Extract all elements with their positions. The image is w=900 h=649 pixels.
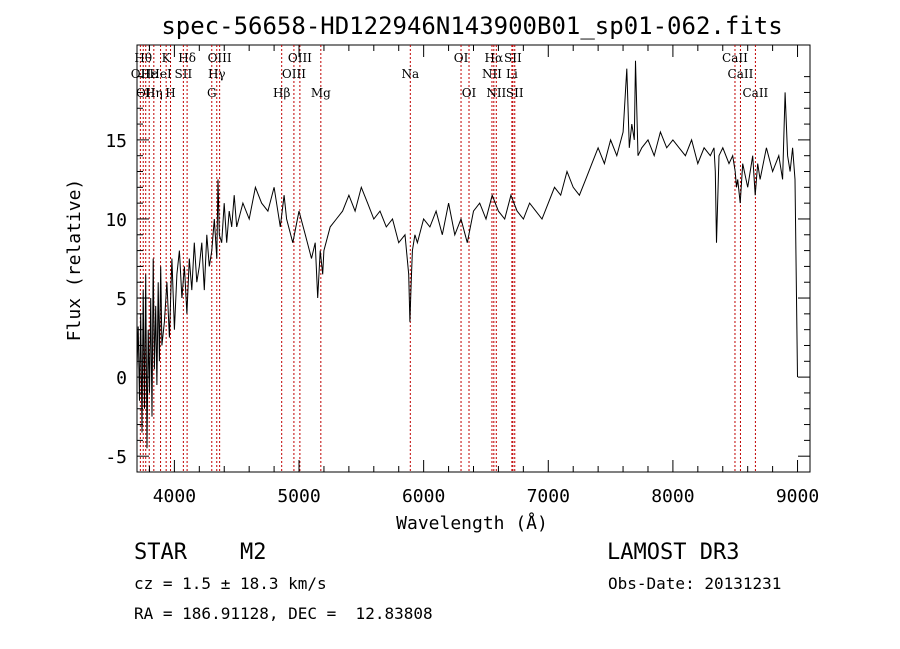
line-label-23: Li [506, 67, 518, 81]
line-label-1: Hθ [134, 51, 152, 65]
x-tick-label-4: 8000 [651, 486, 694, 507]
redshift-label: cz = 1.5 ± 18.3 km/s [134, 574, 327, 593]
plot-frame [136, 44, 811, 473]
x-tick-label-5: 9000 [776, 486, 819, 507]
spectrum-line [136, 60, 798, 449]
line-label-28: CaII [742, 86, 768, 100]
x-axis-label: Wavelength (Å) [396, 512, 548, 534]
line-label-17: Na [401, 67, 419, 81]
line-label-7: H [165, 86, 175, 100]
x-tick-label-2: 6000 [402, 486, 445, 507]
line-label-3: Hε [141, 67, 158, 81]
line-label-0: OII [131, 67, 151, 81]
y-axis-label: Flux (relative) [64, 179, 85, 342]
line-label-13: Hβ [273, 86, 290, 100]
y-tick-label-0: -5 [105, 447, 127, 468]
x-tick-label-1: 5000 [277, 486, 320, 507]
line-label-9: Hδ [178, 51, 196, 65]
line-label-4: Hη [145, 86, 163, 100]
line-label-26: CaII [722, 51, 748, 65]
line-label-2: OII [136, 86, 156, 100]
subclass-label: M2 [239, 540, 267, 565]
line-label-14: OIII [282, 67, 306, 81]
line-label-22: NII [486, 86, 506, 100]
line-label-21: Hα [485, 51, 504, 65]
line-label-19: OI [462, 86, 477, 100]
line-label-18: OI [454, 51, 469, 65]
line-label-24: SII [504, 51, 522, 65]
obs-date-label: Obs-Date: 20131231 [608, 574, 782, 593]
line-label-5: HeI [149, 67, 172, 81]
line-label-10: G [207, 86, 217, 100]
y-tick-label-2: 5 [116, 289, 127, 310]
y-tick-label-1: 0 [116, 368, 127, 389]
line-label-8: SII [175, 67, 193, 81]
y-tick-label-4: 15 [105, 131, 127, 152]
y-tick-label-3: 10 [105, 210, 127, 231]
chart-title: spec-56658-HD122946N143900B01_sp01-062.f… [161, 12, 782, 40]
line-label-25: SII [506, 86, 524, 100]
line-label-27: CaII [728, 67, 754, 81]
coordinates-label: RA = 186.91128, DEC = 12.83808 [134, 604, 433, 623]
line-label-16: Mg [311, 86, 331, 100]
x-axis: 4000 5000 6000 7000 8000 9000 [148, 45, 819, 507]
line-label-15: OIII [288, 51, 312, 65]
class-label: STAR [134, 540, 187, 565]
x-tick-label-3: 7000 [527, 486, 570, 507]
spectral-line-labels: OIIHθOIIHεHηHeIKHSIIHδGHγOIIIHβOIIIOIIIM… [131, 51, 769, 100]
line-label-12: OIII [208, 51, 232, 65]
line-label-11: Hγ [208, 67, 226, 81]
line-label-20: NII [482, 67, 502, 81]
line-label-6: K [162, 51, 172, 65]
y-axis: -5 0 5 10 15 [105, 76, 810, 468]
x-tick-label-0: 4000 [153, 486, 196, 507]
object-class: STAR M2 [134, 540, 266, 565]
spectral-line-markers [139, 45, 756, 472]
survey-label: LAMOST DR3 [607, 540, 740, 565]
